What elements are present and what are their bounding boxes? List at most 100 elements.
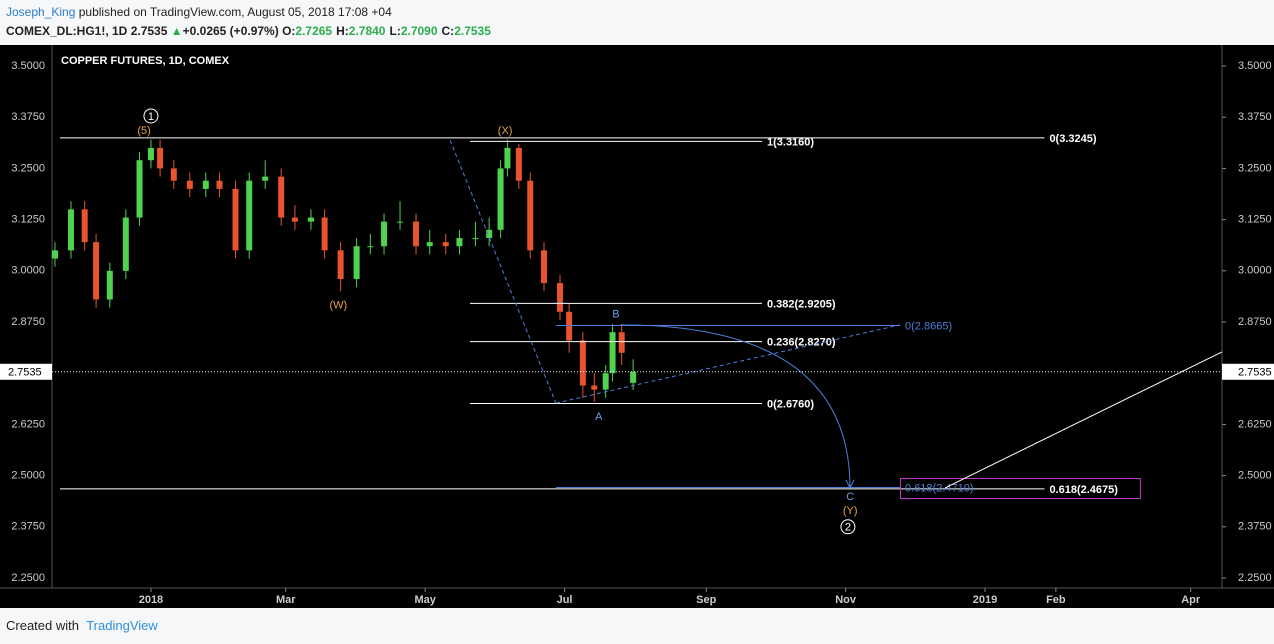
wave-label: (Y)	[843, 505, 858, 517]
candle-body	[353, 246, 360, 280]
candle-body	[515, 147, 522, 181]
ohlc-label: C:	[441, 24, 455, 38]
candle-body	[591, 385, 598, 390]
y-tick-label: 2.6250	[1238, 418, 1272, 430]
wave-label: B	[612, 309, 619, 321]
candle-body	[278, 176, 285, 218]
ohlc-label: H:	[336, 24, 349, 38]
y-tick-label: 3.0000	[11, 265, 45, 277]
candle-body	[397, 221, 404, 223]
candle-body	[170, 168, 177, 181]
trendline	[449, 139, 557, 404]
arc-arrow	[620, 324, 855, 490]
candle-body	[426, 242, 433, 247]
wave-label: A	[595, 411, 603, 423]
candle-body	[609, 332, 616, 374]
candle-body	[122, 217, 129, 271]
ohlc-label: O:	[282, 24, 296, 38]
y-tick-label: 3.2500	[11, 162, 45, 174]
candle-body	[367, 246, 374, 248]
background	[0, 45, 1274, 608]
ohlc-value: 2.7535	[454, 24, 491, 38]
last: 2.7535	[130, 24, 168, 38]
wave-label: C	[846, 491, 854, 503]
wave-circle	[840, 519, 856, 535]
candle-body	[51, 250, 58, 259]
header: Joseph_King published on TradingView.com…	[6, 3, 495, 41]
candle-body	[246, 180, 253, 251]
arrow: ▲	[170, 24, 183, 38]
publish-line: Joseph_King published on TradingView.com…	[6, 3, 495, 22]
candle-body	[262, 176, 269, 181]
wave-circle	[143, 108, 159, 124]
x-tick-label: Mar	[276, 594, 296, 606]
fib-label: 0.618(2.4710)	[905, 482, 974, 494]
change: +0.0265 (+0.97%)	[182, 24, 279, 38]
y-tick-label: 2.3750	[1238, 521, 1272, 533]
candle-body	[337, 250, 344, 280]
price-tag-label: 2.7535	[1238, 367, 1272, 379]
ohlc-value: 2.7840	[348, 24, 386, 38]
candle-body	[321, 217, 328, 251]
price-tag	[1222, 363, 1274, 380]
x-tick-label: 2018	[139, 594, 163, 606]
candle-body	[630, 371, 637, 383]
trendline	[555, 324, 901, 404]
y-tick-label: 2.2500	[11, 572, 45, 584]
candle-body	[566, 311, 573, 341]
y-tick-label: 3.1250	[1238, 214, 1272, 226]
fib-label: 0(3.3245)	[1049, 133, 1096, 145]
candle-body	[202, 180, 209, 189]
wave-label: (W)	[329, 300, 347, 312]
candle-body	[157, 147, 164, 169]
candle-body	[579, 340, 586, 386]
candle-body	[106, 270, 113, 300]
chart-title: COPPER FUTURES, 1D, COMEX	[61, 55, 230, 67]
candle-body	[232, 188, 239, 251]
y-tick-label: 3.3750	[11, 111, 45, 123]
author[interactable]: Joseph_King	[6, 5, 76, 19]
candle-body	[307, 217, 314, 222]
footer: Created with TradingView	[6, 618, 158, 633]
y-tick-label: 2.5000	[1238, 470, 1272, 482]
candle-body	[504, 147, 511, 169]
ohlc-value: 2.7265	[295, 24, 333, 38]
ohlc-value: 2.7090	[400, 24, 438, 38]
published: published on TradingView.com, August 05,…	[78, 5, 392, 19]
wave-label: 1	[148, 111, 154, 123]
ohlc-label: L:	[389, 24, 401, 38]
chart: COPPER FUTURES, 1D, COMEX 3.5000 3.5000 3.3…	[0, 45, 1274, 608]
y-tick-label: 3.0000	[1238, 265, 1272, 277]
price-tag-label: 2.7535	[8, 367, 42, 379]
candle-body	[556, 283, 563, 312]
y-tick-label: 2.2500	[1238, 572, 1272, 584]
created: Created with	[6, 618, 79, 633]
y-tick-label: 3.5000	[11, 60, 45, 72]
brand[interactable]: TradingView	[86, 618, 158, 633]
y-tick-label: 3.2500	[1238, 162, 1272, 174]
y-tick-label: 3.1250	[11, 214, 45, 226]
x-tick-label: Jul	[557, 594, 573, 606]
candle-body	[540, 250, 547, 284]
candle-body	[186, 180, 193, 189]
candle-body	[472, 238, 479, 240]
candle-body	[618, 332, 625, 353]
trendline	[944, 351, 1223, 489]
y-tick-label: 2.3750	[11, 521, 45, 533]
candle-body	[81, 209, 88, 243]
candle-body	[147, 147, 154, 161]
candle-body	[93, 242, 100, 300]
fib-label: 0(2.6760)	[767, 398, 814, 410]
candle-body	[136, 160, 143, 218]
y-tick-label: 2.8750	[1238, 316, 1272, 328]
candle-body	[497, 168, 504, 230]
fib-label: 0.236(2.8270)	[767, 337, 836, 349]
symbol: COMEX_DL:HG1!, 1D	[6, 24, 128, 38]
wave-label: (5)	[137, 125, 150, 137]
candle-body	[486, 229, 493, 239]
candle-body	[216, 180, 223, 189]
candle-body	[602, 373, 609, 390]
candle-body	[456, 238, 463, 247]
y-tick-label: 3.3750	[1238, 111, 1272, 123]
candle-body	[381, 221, 388, 247]
